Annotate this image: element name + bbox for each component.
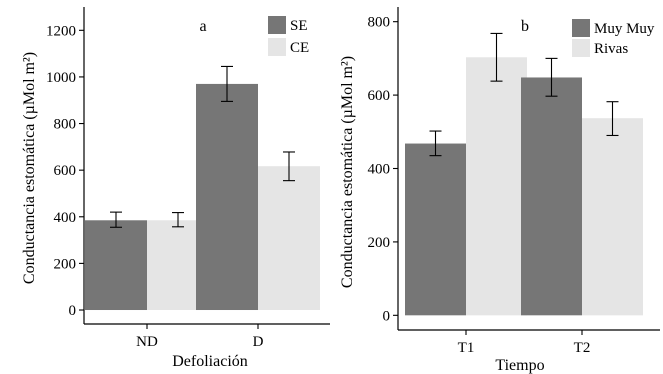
panel-b-bar-t1-muy-muy [405,143,466,316]
panel-b-legend-label: Rivas [594,41,628,57]
panel-b-y-tick-label: 200 [368,235,391,251]
panel-a-legend-label: SE [290,18,308,34]
panel-b-y-axis-title: Conductancia estomática (µMol m²) [339,56,356,288]
panel-b-x-tick-label: T2 [574,340,591,356]
panel-a-bar-nd-se [85,220,147,311]
panel-a-x-axis-title: Defoliación [172,353,248,370]
panel-b-x-tick-label: T1 [458,340,475,356]
panel-b-label: b [521,18,529,35]
panel-a-error-bar-d-ce [283,151,295,182]
panel-b: 0 200 400 600 800 T1 T2 b Tiempo Conductancia… [339,7,660,374]
panel-a-y-axis-title: Conductancia estomática (µMol m²) [21,52,38,284]
panel-a-bar-d-se [196,83,258,311]
panel-a-y-tick-label: 800 [54,117,77,133]
panel-a-x-tick-label: ND [136,334,158,350]
panel-a-legend-label: CE [290,40,309,56]
panel-a-y-tick-label: 1000 [46,70,76,86]
panel-a-x-tick-label: D [253,334,264,350]
panel-a-y-tick-label: 1200 [46,23,76,39]
panel-a-y-tick-label: 400 [54,210,77,226]
panel-b-legend-swatch [572,39,590,57]
panel-b-x-axis-title: Tiempo [495,357,544,374]
panel-a-error-bar-d-se [221,65,233,102]
panel-b-y-tick-label: 600 [368,88,391,104]
panel-a-legend-swatch [268,38,286,56]
panel-b-bar-t1-rivas [466,57,527,316]
panel-b-bar-t2-rivas [582,118,643,316]
panel-b-legend: Muy Muy Rivas [572,19,655,57]
panel-b-bar-t2-muy-muy [521,77,582,316]
panel-a-y-tick-label: 0 [69,303,77,319]
panel-a-error-bar-nd-se [110,211,122,228]
panel-a-y-tick-label: 600 [54,163,77,179]
panel-b-error-bar-t1-muy-muy [429,130,442,157]
panel-b-error-bar-t2-muy-muy [545,57,558,97]
panel-a-legend: SE CE [268,16,309,56]
panel-b-legend-swatch [572,19,590,37]
panel-a-bar-d-ce [258,166,320,311]
panel-a-legend-swatch [268,16,286,34]
panel-a-label: a [199,18,206,35]
panel-b-error-bar-t1-rivas [490,32,503,82]
panel-a-error-bar-nd-ce [172,212,184,228]
panel-a-y-tick-label: 200 [54,256,77,272]
panel-b-y-tick-label: 800 [368,15,391,31]
panel-b-y-tick-label: 400 [368,162,391,178]
panel-b-error-bar-t2-rivas [606,101,619,137]
panel-b-legend-label: Muy Muy [594,21,655,37]
panel-b-y-tick-label: 0 [383,308,391,324]
